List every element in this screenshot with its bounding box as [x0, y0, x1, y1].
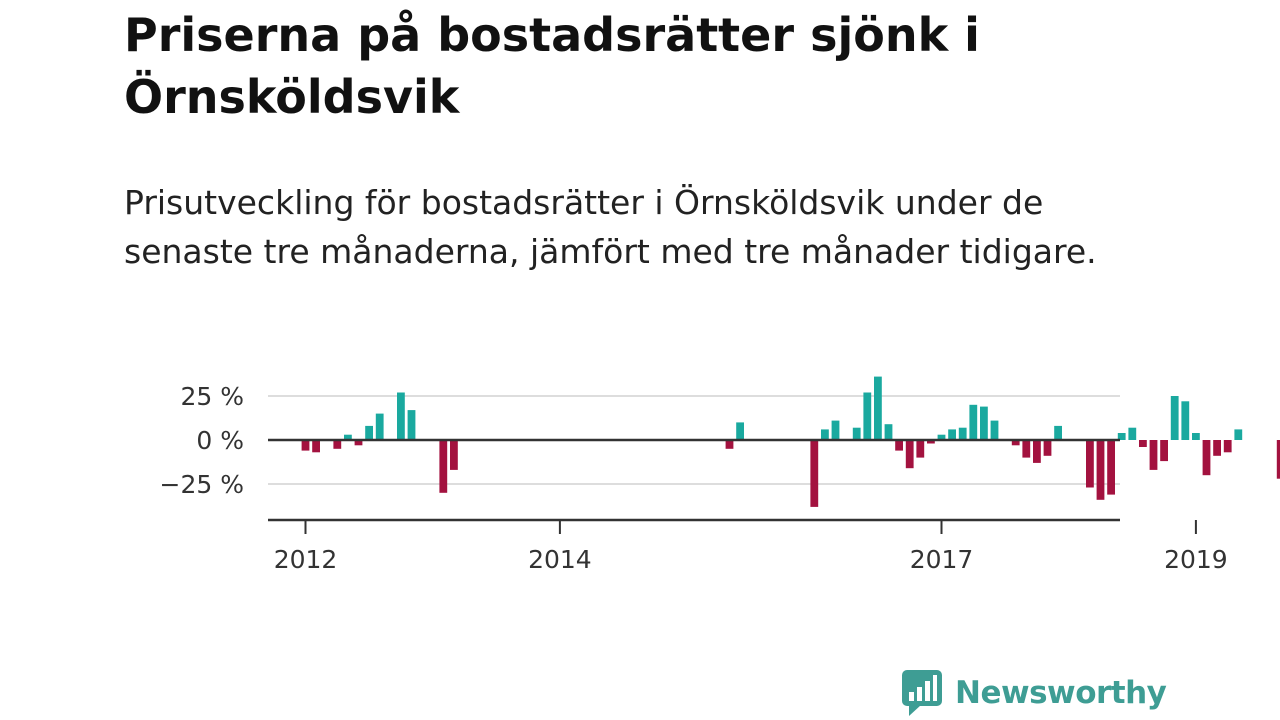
- bar: [1117, 433, 1126, 440]
- bar: [1054, 425, 1062, 440]
- bar: [407, 410, 416, 440]
- chart-title: Priserna på bostadsrätter sjönk i Örnskö…: [124, 8, 980, 124]
- bar: [937, 434, 946, 440]
- bar: [365, 425, 373, 440]
- bar: [821, 429, 829, 440]
- price-change-bar-chart: 25 %0 %−25 %201220142017201920222024−5 %: [160, 376, 1280, 574]
- bar: [927, 440, 935, 444]
- bar: [969, 404, 978, 440]
- bar: [1149, 440, 1158, 470]
- bar: [354, 440, 363, 446]
- x-tick-label: 2012: [274, 545, 338, 574]
- axes: [268, 438, 1197, 534]
- bar: [980, 406, 988, 440]
- bar: [895, 440, 903, 451]
- bar: [450, 440, 458, 470]
- bar: [884, 424, 893, 440]
- bar: [1223, 440, 1232, 453]
- bar: [333, 440, 342, 449]
- bar: [831, 420, 840, 440]
- bar: [1096, 440, 1105, 500]
- bar: [301, 440, 310, 451]
- bar: [1181, 401, 1190, 440]
- bar: [1128, 427, 1137, 440]
- bar: [439, 440, 448, 493]
- bar: [1107, 440, 1115, 495]
- bar: [1160, 440, 1168, 462]
- y-tick-label: 0 %: [196, 426, 244, 455]
- chart-subtitle: Prisutveckling för bostadsrätter i Örnsk…: [124, 183, 1097, 271]
- bar: [948, 429, 956, 440]
- bar: [1086, 440, 1094, 488]
- bar: [1170, 396, 1179, 440]
- bars: [301, 376, 1280, 507]
- bar: [863, 392, 872, 440]
- x-tick-label: 2017: [910, 545, 974, 574]
- bar: [874, 376, 882, 440]
- y-tick-label: −25 %: [160, 470, 244, 499]
- bar: [725, 440, 734, 449]
- bar: [1043, 440, 1052, 456]
- bar: [1276, 440, 1280, 479]
- brand-logo: Newsworthy: [901, 668, 1167, 718]
- bar: [1192, 433, 1200, 440]
- x-tick-label: 2014: [528, 545, 592, 574]
- bar: [990, 420, 999, 440]
- newsworthy-logo-icon: [902, 670, 942, 716]
- bar: [1033, 440, 1041, 463]
- bar: [1213, 440, 1221, 456]
- bar: [1011, 440, 1020, 446]
- bar: [810, 440, 819, 507]
- bar: [397, 392, 405, 440]
- bar: [852, 427, 861, 440]
- bar: [344, 434, 352, 440]
- y-tick-label: 25 %: [180, 382, 244, 411]
- labels: 25 %0 %−25 %201220142017201920222024−5 %: [160, 382, 1228, 574]
- bar: [1234, 429, 1243, 440]
- bar: [958, 427, 967, 440]
- bar: [312, 440, 320, 453]
- bar: [1022, 440, 1031, 458]
- bar: [736, 422, 744, 440]
- bar: [905, 440, 914, 469]
- x-tick-label: 2019: [1164, 545, 1228, 574]
- brand-name: Newsworthy: [955, 675, 1167, 711]
- bar: [375, 413, 384, 440]
- bar: [916, 440, 925, 458]
- grid-lines: [268, 395, 1120, 485]
- bar: [1202, 440, 1211, 476]
- bar: [1139, 440, 1147, 447]
